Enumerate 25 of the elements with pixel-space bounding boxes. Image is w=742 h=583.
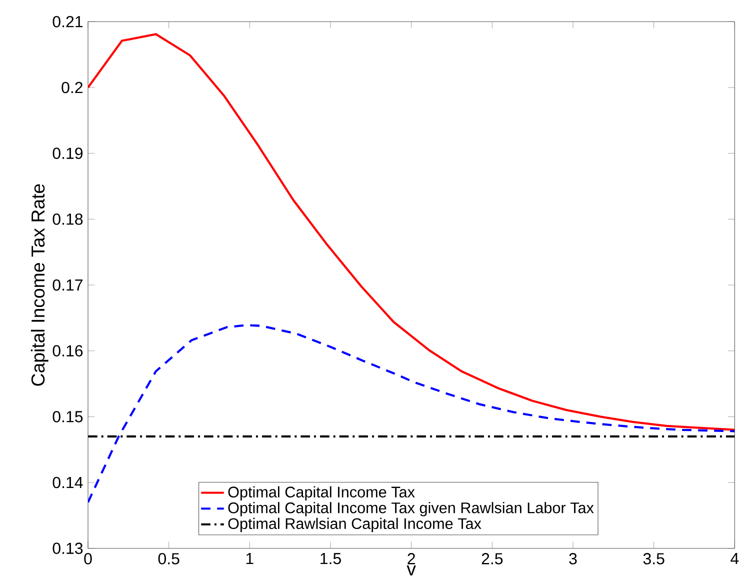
x-tick-label: 0.5 xyxy=(158,553,180,564)
x-tick-label: 2 xyxy=(408,553,415,564)
y-tick-label: 0.15 xyxy=(52,411,83,422)
y-tick-label: 0.16 xyxy=(52,345,83,356)
y-tick-label: 0.18 xyxy=(52,214,83,225)
legend-label: Optimal Capital Income Tax xyxy=(228,486,415,501)
y-axis-title: Capital Income Tax Rate xyxy=(30,184,48,386)
line-series xyxy=(88,33,735,431)
y-tick-label: 0.17 xyxy=(52,279,82,291)
y-tick-label: 0.13 xyxy=(52,542,83,554)
x-tick-label: 4 xyxy=(730,553,739,564)
x-tick-label: 0 xyxy=(84,553,92,564)
y-tick-label: 0.14 xyxy=(52,476,83,488)
line-series xyxy=(88,324,735,504)
y-tick-label: 0.21 xyxy=(52,16,83,28)
x-axis-title: v xyxy=(406,566,416,576)
x-tick-label: 1 xyxy=(246,553,254,564)
legend-label: Optimal Capital Income Tax given Rawlsian Labor Tax xyxy=(228,502,594,516)
x-tick-label: 1.5 xyxy=(320,553,341,564)
x-tick-label: 2.5 xyxy=(482,553,503,564)
legend-label: Optimal Rawlsian Capital Income Tax xyxy=(228,518,482,532)
y-tick-label: 0.19 xyxy=(52,148,83,159)
x-tick-label: 3.5 xyxy=(643,553,664,564)
x-tick-label: 3 xyxy=(569,553,577,564)
y-tick-label: 0.2 xyxy=(62,82,82,94)
